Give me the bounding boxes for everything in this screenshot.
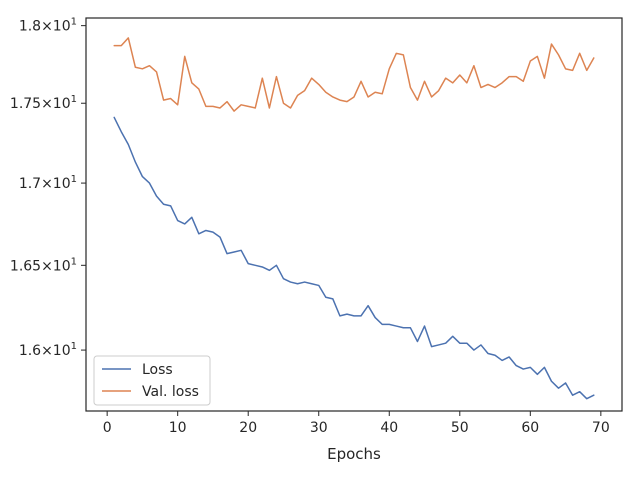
x-tick-label: 0 <box>103 420 112 436</box>
x-tick-label: 30 <box>310 420 328 436</box>
legend-label-val-loss: Val. loss <box>142 384 199 400</box>
x-tick-label: 40 <box>380 420 398 436</box>
y-tick-label: 1.75×101 <box>10 94 77 112</box>
plot-frame <box>85 17 623 412</box>
y-tick-label: 1.7×101 <box>19 174 77 192</box>
x-tick-label: 50 <box>451 420 469 436</box>
plot-area <box>85 17 623 412</box>
series-line-loss <box>113 116 595 400</box>
legend-label-loss: Loss <box>142 362 173 378</box>
series-line-val-loss <box>113 37 595 112</box>
y-tick-label: 1.6×101 <box>19 341 77 359</box>
y-tick-label: 1.8×101 <box>19 17 77 35</box>
y-tick-label: 1.65×101 <box>10 256 77 274</box>
x-tick-label: 70 <box>592 420 610 436</box>
y-axis: 1.6×101 1.65×101 1.7×101 1.75×101 1.8×101 <box>10 17 86 359</box>
x-axis: 0 10 20 30 40 50 60 70 <box>103 411 610 436</box>
x-tick-label: 60 <box>521 420 539 436</box>
x-axis-label: Epochs <box>327 445 381 463</box>
legend: Loss Val. loss <box>93 355 211 406</box>
x-tick-label: 20 <box>239 420 257 436</box>
series-layer <box>113 37 595 400</box>
x-tick-label: 10 <box>169 420 187 436</box>
